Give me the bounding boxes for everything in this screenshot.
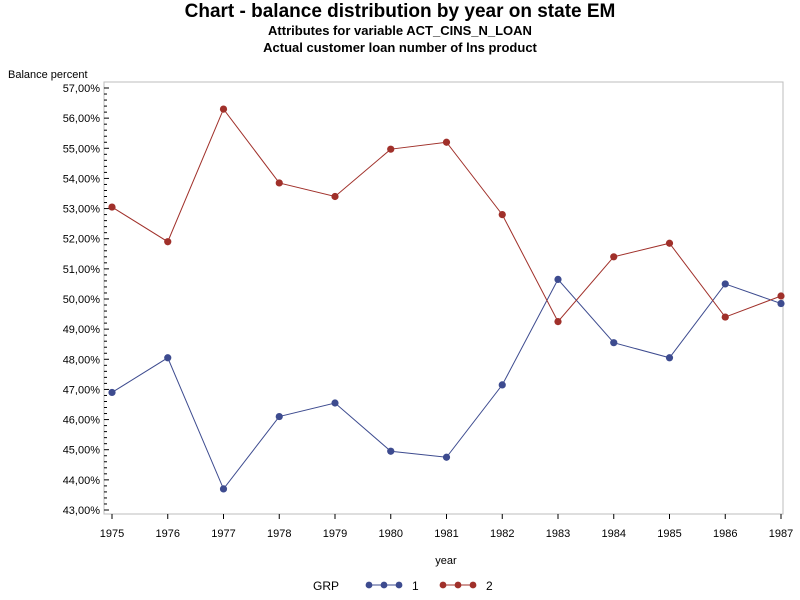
y-tick-label: 57,00% <box>63 83 101 95</box>
x-tick-label: 1982 <box>490 528 514 540</box>
data-point <box>777 292 785 300</box>
y-tick-label: 47,00% <box>63 384 101 396</box>
data-point <box>721 313 729 321</box>
data-point <box>777 299 785 308</box>
y-tick-label: 52,00% <box>63 234 101 246</box>
y-tick-label: 43,00% <box>63 505 101 517</box>
legend-title: GRP <box>313 579 339 593</box>
data-point <box>108 203 116 211</box>
series-1 <box>108 275 785 493</box>
chart-subtitle-1: Attributes for variable ACT_CINS_N_LOAN <box>268 23 532 38</box>
legend-marker <box>380 581 388 589</box>
y-tick-label: 56,00% <box>63 113 101 125</box>
y-tick-label: 50,00% <box>63 294 101 306</box>
legend-entry-1: 1 <box>365 579 419 593</box>
y-tick-label: 53,00% <box>63 204 101 216</box>
y-tick-label: 44,00% <box>63 475 101 487</box>
x-tick-label: 1985 <box>657 528 681 540</box>
legend-entry-2: 2 <box>439 579 493 593</box>
x-tick-label: 1979 <box>323 528 347 540</box>
x-tick-label: 1978 <box>267 528 291 540</box>
data-point <box>331 399 339 407</box>
series-layer <box>108 105 785 493</box>
y-axis-label: Balance percent <box>8 69 88 81</box>
x-tick-label: 1984 <box>602 528 626 540</box>
data-point <box>164 238 172 246</box>
legend-marker <box>469 581 477 589</box>
x-tick-label: 1981 <box>434 528 458 540</box>
x-tick-label: 1983 <box>546 528 570 540</box>
legend: GRP 1 2 <box>313 579 493 593</box>
y-tick-label: 46,00% <box>63 415 101 427</box>
axes: 43,00% 44,00% 45,00% 46,00% 47,00% 48,00% 49,0… <box>63 83 794 540</box>
chart-subtitle-2: Actual customer loan number of lns produ… <box>263 40 537 55</box>
plot-frame <box>103 81 784 515</box>
x-tick-label: 1976 <box>156 528 180 540</box>
data-point <box>164 354 172 362</box>
data-point <box>275 412 283 421</box>
legend-label: 1 <box>412 579 419 593</box>
data-point <box>442 453 451 461</box>
x-axis-label: year <box>435 555 457 567</box>
chart-title: Chart - balance distribution by year on … <box>185 1 616 22</box>
data-point <box>610 253 618 261</box>
data-point <box>554 275 562 284</box>
x-tick-label: 1980 <box>379 528 403 540</box>
y-tick-label: 45,00% <box>63 445 101 457</box>
data-point <box>665 239 674 247</box>
y-tick-label: 48,00% <box>63 354 101 366</box>
x-tick-label: 1987 <box>769 528 793 540</box>
data-point <box>219 105 228 113</box>
legend-marker <box>365 581 373 589</box>
x-tick-label: 1975 <box>100 528 124 540</box>
data-point <box>498 211 506 219</box>
data-point <box>108 388 116 397</box>
data-point <box>387 447 395 455</box>
data-point <box>331 192 339 201</box>
data-point <box>498 381 506 389</box>
x-tick-label: 1977 <box>211 528 235 540</box>
data-point <box>610 339 618 347</box>
data-point <box>387 145 395 153</box>
y-tick-label: 54,00% <box>63 173 101 185</box>
legend-marker <box>395 581 403 589</box>
y-tick-label: 51,00% <box>63 264 101 276</box>
data-point <box>442 138 451 146</box>
data-point <box>275 179 283 187</box>
legend-label: 2 <box>486 579 493 593</box>
data-point <box>721 280 729 288</box>
y-tick-label: 49,00% <box>63 324 101 336</box>
y-tick-label: 55,00% <box>63 143 101 155</box>
legend-marker <box>454 581 462 589</box>
series-2 <box>108 105 785 326</box>
x-tick-label: 1986 <box>713 528 737 540</box>
data-point <box>219 485 228 493</box>
data-point <box>665 354 674 362</box>
data-point <box>554 318 562 326</box>
legend-marker <box>439 581 447 589</box>
